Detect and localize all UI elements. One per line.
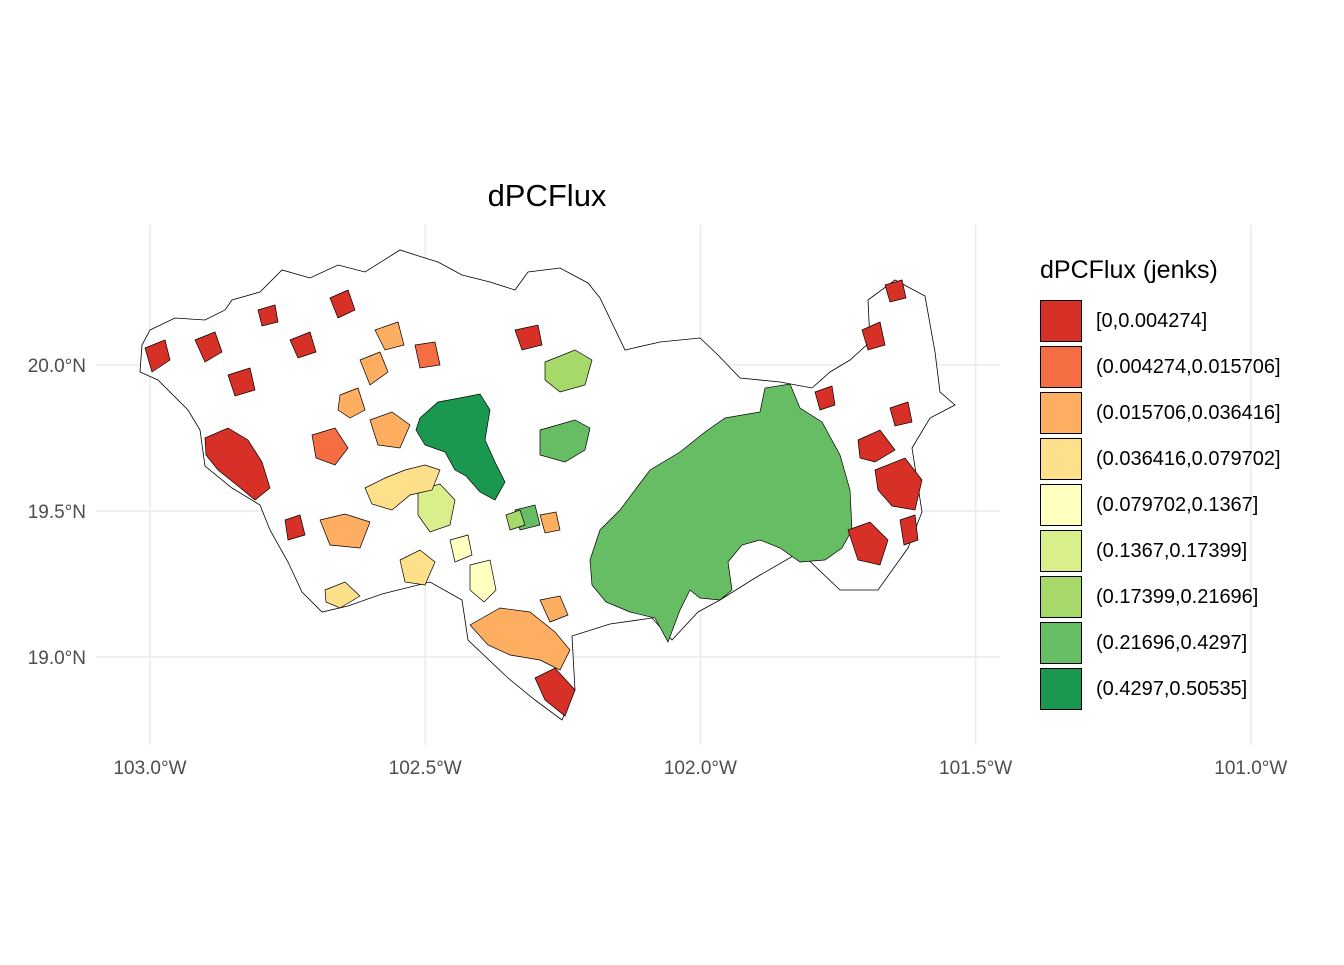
patch-green-east: [539, 419, 591, 463]
legend-label: (0.17399,0.21696]: [1096, 585, 1259, 608]
legend-key: [1040, 530, 1082, 572]
x-tick-label: 103.0°W: [113, 758, 186, 779]
patch-red-north-2: [257, 304, 279, 327]
x-tick-label: 102.5°W: [389, 758, 462, 779]
patch-light-green-3: [505, 509, 526, 531]
y-tick-label: 20.0°N: [28, 356, 86, 377]
patch-orange-red-2: [414, 341, 441, 369]
patch-light-green-2: [417, 483, 456, 533]
patch-red-west-1: [204, 427, 271, 501]
legend-label: (0.004274,0.015706]: [1096, 355, 1281, 378]
legend-label: [0,0.004274]: [1096, 309, 1208, 332]
patch-yellow-1: [364, 464, 441, 511]
legend-label: (0.1367,0.17399]: [1096, 539, 1248, 562]
legend-items: [0,0.004274] (0.004274,0.015706] (0.015706…: [1040, 298, 1281, 712]
patch-orange-1: [369, 411, 411, 449]
patch-yellow-2: [399, 549, 436, 586]
patch-large-green: [589, 383, 853, 643]
patch-red-east-1: [874, 457, 923, 511]
legend-key: [1040, 392, 1082, 434]
patch-red-west-3: [194, 331, 223, 363]
x-tick-label: 102.0°W: [664, 758, 737, 779]
legend-item: (0.004274,0.015706]: [1040, 344, 1281, 390]
patch-red-west-4: [227, 367, 256, 397]
patch-orange-red-1: [311, 427, 349, 466]
legend-item: (0.015706,0.036416]: [1040, 390, 1281, 436]
patch-pale-yellow-1: [469, 559, 497, 603]
patch-red-north-1: [329, 289, 356, 319]
patch-orange-3: [359, 351, 389, 386]
patch-pale-yellow-2: [449, 534, 473, 563]
patch-red-east-2: [857, 429, 896, 463]
patch-red-north-4: [514, 324, 543, 351]
y-axis-ticks: 20.0°N 19.5°N 19.0°N: [28, 356, 86, 669]
x-tick-label: 101.5°W: [939, 758, 1012, 779]
legend-label: (0.21696,0.4297]: [1096, 631, 1248, 654]
legend-key: [1040, 622, 1082, 664]
legend-key: [1040, 300, 1082, 342]
patch-orange-5: [319, 513, 371, 549]
patch-red-west-5: [284, 514, 306, 541]
patch-red-east-7: [814, 385, 836, 411]
legend-title: dPCFlux (jenks): [1040, 256, 1218, 284]
legend-label: (0.015706,0.036416]: [1096, 401, 1281, 424]
patch-orange-7: [539, 595, 569, 623]
patch-red-east-5: [861, 321, 886, 351]
map-title: dPCFlux: [487, 178, 607, 213]
legend-item: (0.079702,0.1367]: [1040, 482, 1281, 528]
patch-dark-green: [415, 393, 506, 501]
legend-key: [1040, 484, 1082, 526]
habitat-patches: [144, 279, 923, 717]
patch-orange-8: [539, 511, 561, 534]
patch-red-east-3: [847, 521, 889, 566]
legend-label: (0.4297,0.50535]: [1096, 677, 1248, 700]
patch-red-east-6: [884, 279, 907, 303]
legend-key: [1040, 438, 1082, 480]
patch-orange-2: [337, 387, 366, 419]
patch-light-green-1: [544, 349, 593, 393]
legend-item: (0.21696,0.4297]: [1040, 620, 1281, 666]
legend-item: [0,0.004274]: [1040, 298, 1281, 344]
y-tick-label: 19.5°N: [28, 502, 86, 523]
patch-yellow-3: [324, 581, 361, 609]
legend-key: [1040, 346, 1082, 388]
patch-red-north-3: [289, 331, 317, 359]
patch-red-south: [534, 667, 576, 717]
patch-red-east-8: [889, 401, 913, 427]
y-tick-label: 19.0°N: [28, 648, 86, 669]
legend-label: (0.079702,0.1367]: [1096, 493, 1259, 516]
legend-key: [1040, 576, 1082, 618]
patch-orange-4: [374, 321, 405, 351]
x-tick-label: 101.0°W: [1214, 758, 1287, 779]
legend: dPCFlux (jenks) [0,0.004274] (0.004274,0.…: [1040, 256, 1281, 712]
patch-red-east-4: [899, 514, 919, 546]
patch-orange-6: [469, 607, 571, 671]
legend-item: (0.4297,0.50535]: [1040, 666, 1281, 712]
legend-item: (0.17399,0.21696]: [1040, 574, 1281, 620]
legend-label: (0.036416,0.079702]: [1096, 447, 1281, 470]
legend-item: (0.036416,0.079702]: [1040, 436, 1281, 482]
legend-key: [1040, 668, 1082, 710]
legend-item: (0.1367,0.17399]: [1040, 528, 1281, 574]
x-axis-ticks: 103.0°W102.5°W102.0°W101.5°W101.0°W100.5…: [113, 758, 1287, 779]
patch-red-west-2: [144, 339, 171, 373]
